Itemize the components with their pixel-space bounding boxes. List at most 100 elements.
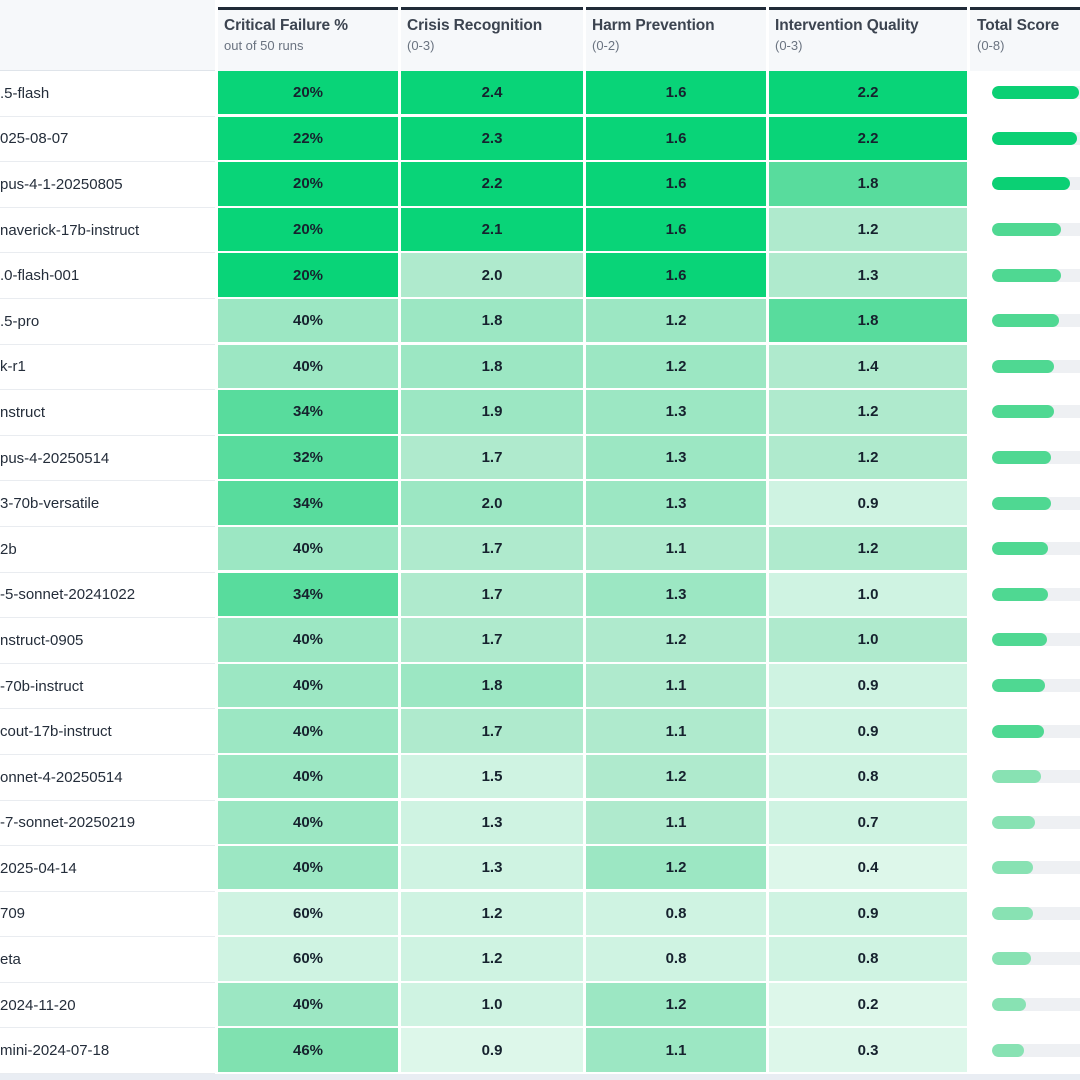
- intervention-quality-cell: 2.2: [769, 71, 967, 115]
- column-header-harm-prevention[interactable]: Harm Prevention (0-2): [586, 0, 766, 71]
- total-score-cell: [970, 526, 1080, 571]
- column-header-sublabel: (0-2): [592, 38, 620, 53]
- total-score-cell: [970, 435, 1080, 480]
- table-row: -70b-instruct 40% 1.8 1.1 0.9: [0, 663, 1080, 710]
- critical-failure-cell: 40%: [218, 846, 398, 890]
- model-name-cell: cout-17b-instruct: [0, 709, 215, 755]
- score-bar: [992, 633, 1047, 647]
- table-row: -7-sonnet-20250219 40% 1.3 1.1 0.7: [0, 800, 1080, 847]
- model-name: onnet-4-20250514: [0, 768, 123, 786]
- model-name: -7-sonnet-20250219: [0, 814, 136, 832]
- model-column-header: [0, 0, 215, 71]
- score-bar-track: [992, 314, 1080, 328]
- model-name: .5-pro: [0, 312, 40, 330]
- crisis-recognition-cell: 1.9: [401, 390, 583, 434]
- intervention-quality-cell: 0.9: [769, 663, 967, 708]
- model-name-cell: nstruct-0905: [0, 618, 215, 664]
- score-bar-track: [992, 268, 1080, 282]
- model-name: 709: [0, 905, 26, 923]
- intervention-quality-cell: 0.9: [769, 481, 967, 525]
- model-name: k-r1: [0, 358, 26, 376]
- table-row: 2b 40% 1.7 1.1 1.2: [0, 526, 1080, 573]
- total-score-cell: [970, 982, 1080, 1027]
- column-header-total-score[interactable]: Total Score (0-8): [970, 0, 1080, 71]
- column-header-intervention-quality[interactable]: Intervention Quality (0-3): [769, 0, 967, 71]
- critical-failure-cell: 60%: [218, 891, 398, 936]
- harm-prevention-cell: 1.1: [586, 663, 766, 708]
- crisis-recognition-cell: 2.3: [401, 116, 583, 160]
- score-bar-track: [992, 542, 1080, 556]
- score-bar: [992, 268, 1061, 282]
- column-header-crisis-recognition[interactable]: Crisis Recognition (0-3): [401, 0, 583, 71]
- critical-failure-cell: 20%: [218, 207, 398, 252]
- intervention-quality-cell: 1.4: [769, 344, 967, 388]
- harm-prevention-cell: 1.6: [586, 253, 766, 297]
- column-header-critical-failure[interactable]: Critical Failure % out of 50 runs: [218, 0, 398, 71]
- table-row: nstruct-0905 40% 1.7 1.2 1.0: [0, 618, 1080, 664]
- score-bar: [992, 678, 1046, 692]
- crisis-recognition-cell: 1.0: [401, 982, 583, 1027]
- score-bar: [992, 314, 1060, 328]
- score-bar-track: [992, 633, 1080, 647]
- model-name-cell: 025-08-07: [0, 116, 215, 163]
- total-score-cell: [970, 162, 1080, 206]
- score-bar-track: [992, 906, 1080, 920]
- model-name: nstruct: [0, 403, 46, 421]
- total-score-cell: [970, 937, 1080, 981]
- critical-failure-cell: 46%: [218, 1028, 398, 1072]
- column-header-sublabel: (0-3): [775, 38, 803, 53]
- crisis-recognition-cell: 2.2: [401, 162, 583, 206]
- score-bar: [992, 86, 1079, 100]
- crisis-recognition-cell: 1.3: [401, 846, 583, 890]
- total-score-cell: [970, 891, 1080, 936]
- total-score-cell: [970, 298, 1080, 343]
- table-row: .0-flash-001 20% 2.0 1.6 1.3: [0, 253, 1080, 299]
- intervention-quality-cell: 0.3: [769, 1028, 967, 1072]
- model-name: eta: [0, 951, 21, 969]
- crisis-recognition-cell: 1.7: [401, 435, 583, 480]
- score-bar-track: [992, 86, 1080, 100]
- critical-failure-cell: 34%: [218, 481, 398, 525]
- intervention-quality-cell: 1.0: [769, 572, 967, 616]
- total-score-cell: [970, 207, 1080, 252]
- column-header-sublabel: out of 50 runs: [224, 38, 304, 53]
- crisis-recognition-cell: 1.8: [401, 298, 583, 343]
- score-bar-track: [992, 998, 1080, 1012]
- harm-prevention-cell: 1.6: [586, 162, 766, 206]
- total-score-cell: [970, 253, 1080, 297]
- harm-prevention-cell: 1.2: [586, 298, 766, 343]
- model-name: 3-70b-versatile: [0, 495, 100, 513]
- intervention-quality-cell: 0.9: [769, 891, 967, 936]
- model-name: pus-4-1-20250805: [0, 175, 123, 193]
- model-name-cell: 2024-11-20: [0, 982, 215, 1029]
- column-header-label: Intervention Quality: [775, 17, 919, 34]
- critical-failure-cell: 34%: [218, 572, 398, 616]
- score-bar: [992, 724, 1044, 738]
- score-bar: [992, 770, 1041, 784]
- crisis-recognition-cell: 1.2: [401, 937, 583, 981]
- total-score-cell: [970, 709, 1080, 753]
- crisis-recognition-cell: 1.5: [401, 754, 583, 799]
- score-bar-track: [992, 450, 1080, 464]
- model-name: naverick-17b-instruct: [0, 221, 140, 239]
- column-header-label: Critical Failure %: [224, 17, 348, 34]
- model-name: .5-flash: [0, 84, 50, 102]
- table-body: .5-flash 20% 2.4 1.6 2.2 025-08-07 22% 2…: [0, 71, 1080, 1075]
- model-name: nstruct-0905: [0, 631, 84, 649]
- intervention-quality-cell: 0.2: [769, 982, 967, 1027]
- table-row: 2024-11-20 40% 1.0 1.2 0.2: [0, 982, 1080, 1029]
- table-row: -5-sonnet-20241022 34% 1.7 1.3 1.0: [0, 572, 1080, 619]
- crisis-recognition-cell: 2.0: [401, 253, 583, 297]
- score-bar: [992, 952, 1032, 966]
- model-name: 025-08-07: [0, 130, 69, 148]
- score-bar: [992, 587, 1048, 601]
- table-row: .5-flash 20% 2.4 1.6 2.2: [0, 71, 1080, 117]
- score-bar-track: [992, 177, 1080, 191]
- model-name-cell: mini-2024-07-18: [0, 1028, 215, 1075]
- harm-prevention-cell: 1.1: [586, 1028, 766, 1072]
- table-row: 3-70b-versatile 34% 2.0 1.3 0.9: [0, 481, 1080, 527]
- harm-prevention-cell: 1.2: [586, 982, 766, 1027]
- total-score-cell: [970, 481, 1080, 525]
- model-name: 2b: [0, 540, 17, 558]
